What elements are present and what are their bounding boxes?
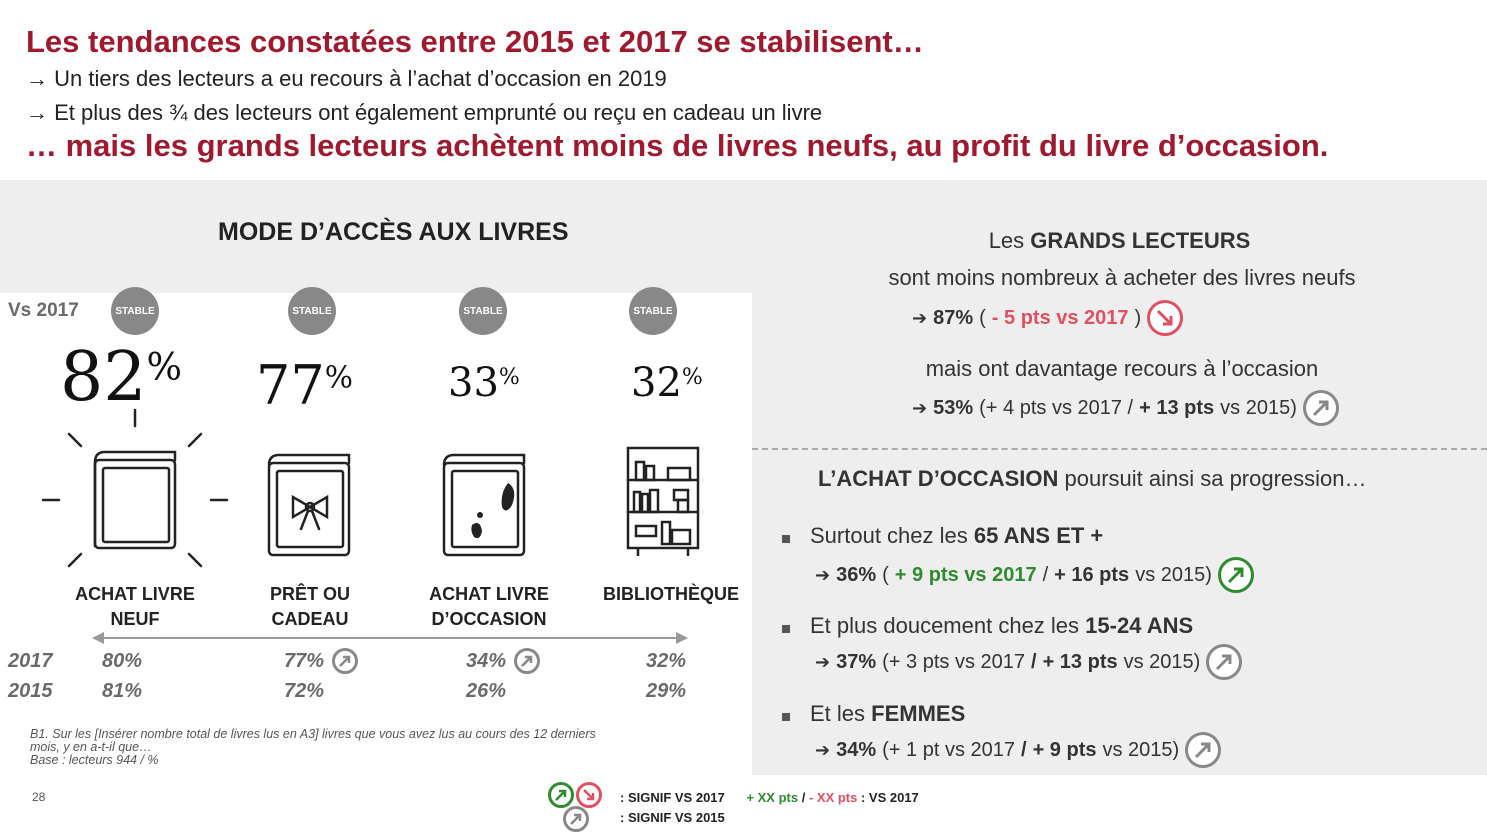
arrow-up-right-icon (548, 782, 574, 808)
gl-line2: sont moins nombreux à acheter des livres… (888, 265, 1356, 290)
gl-line3: mais ont davantage recours à l’occasion (925, 356, 1319, 381)
arrow-down-right-icon (1147, 300, 1184, 336)
arrow-up-right-icon (1217, 557, 1254, 593)
bullet (782, 713, 790, 721)
value-2015-occasion: 26% (466, 680, 507, 702)
b3-text: Et les FEMMES (810, 701, 966, 726)
library-shelf-icon (626, 446, 700, 556)
label-achat-neuf: ACHAT LIVRE NEUF (75, 584, 195, 629)
bullet (782, 625, 790, 633)
used-book-icon (442, 453, 526, 557)
gl-heading: Les GRANDS LECTEURS (988, 228, 1251, 253)
legend-icon-2015 (563, 806, 589, 832)
value-2017-pret: 77% (284, 648, 359, 674)
value-2017-occasion: 34% (466, 648, 541, 674)
vs-2017-label: Vs 2017 (8, 300, 79, 321)
chart-box (0, 293, 752, 775)
b3-stat: ➔ 34% (+ 1 pt vs 2017 / + 9 pts vs 2015) (815, 732, 1222, 768)
arrow-up-right-icon (1185, 732, 1222, 768)
value-2015-pret: 72% (284, 680, 325, 702)
legend-icons (548, 782, 602, 808)
stable-badge: STABLE (459, 287, 507, 335)
label-bibliotheque: BIBLIOTHÈQUE (602, 584, 739, 604)
timeline-arrow (92, 632, 688, 644)
left-section-title: MODE D’ACCÈS AUX LIVRES (218, 218, 569, 246)
gl-stat2: ➔ 53% (+ 4 pts vs 2017 / + 13 pts vs 2015… (912, 390, 1339, 426)
value-2015-bibliotheque: 29% (646, 680, 687, 702)
legend-signif-2017: : SIGNIF VS 2017 + XX pts / - XX pts : V… (620, 790, 919, 805)
source-note: B1. Sur les [Insérer nombre total de liv… (30, 727, 596, 767)
new-book-icon (41, 408, 229, 568)
stable-badge: STABLE (629, 287, 677, 335)
year-2015-label: 2015 (8, 680, 53, 702)
main-title-2: … mais les grands lecteurs achètent moin… (26, 128, 1329, 163)
b2-stat: ➔ 37% (+ 3 pts vs 2017 / + 13 pts vs 2015… (815, 644, 1243, 680)
b1-stat: ➔ 36% (+ 9 pts vs 2017 / + 16 pts vs 2015… (815, 557, 1254, 593)
section-divider (752, 448, 1487, 450)
bullet (782, 535, 790, 543)
arrow-up-right-icon (514, 648, 541, 674)
page-number: 28 (32, 790, 46, 804)
pct-achat-occasion: 33% (448, 360, 520, 406)
pct-achat-neuf: 82% (60, 338, 183, 417)
arrow-up-right-icon (1206, 644, 1243, 680)
year-2017-label: 2017 (8, 650, 53, 672)
legend-signif-2015: : SIGNIF VS 2015 (620, 810, 725, 825)
subtitle-line-1: → Un tiers des lecteurs a eu recours à l… (26, 66, 667, 91)
gift-book-icon (267, 453, 351, 557)
b2-text: Et plus doucement chez les 15-24 ANS (810, 613, 1194, 638)
main-title: Les tendances constatées entre 2015 et 2… (26, 24, 924, 59)
value-2015-neuf: 81% (102, 680, 143, 702)
subtitle-line-2: → Et plus des ¾ des lecteurs ont égaleme… (26, 100, 823, 125)
label-pret-cadeau: PRÊT OU CADEAU (269, 584, 350, 629)
ao-heading: L’ACHAT D’OCCASION poursuit ainsi sa pro… (818, 466, 1367, 491)
arrow-down-right-icon (576, 782, 602, 808)
value-2017-neuf: 80% (102, 650, 143, 672)
arrow-up-right-icon (332, 648, 359, 674)
stable-badge: STABLE (288, 287, 336, 335)
stable-badge: STABLE (111, 287, 159, 335)
pct-pret-cadeau: 77% (256, 354, 353, 417)
gl-stat1: ➔ 87% (- 5 pts vs 2017) (912, 300, 1184, 336)
label-achat-occasion: ACHAT LIVRE D’OCCASION (429, 584, 549, 629)
b1-text: Surtout chez les 65 ANS ET + (810, 523, 1104, 548)
arrow-up-right-icon (563, 806, 589, 832)
pct-bibliotheque: 32% (631, 360, 703, 406)
value-2017-bibliotheque: 32% (646, 650, 687, 672)
arrow-up-right-icon (1302, 390, 1339, 426)
